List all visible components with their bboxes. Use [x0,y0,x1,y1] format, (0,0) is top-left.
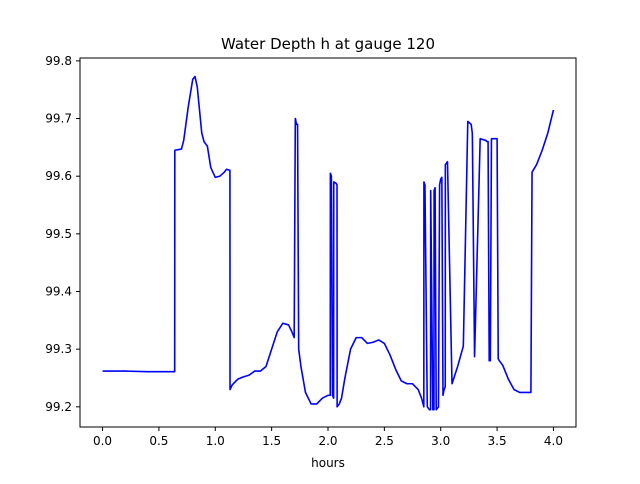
y-tick-label: 99.4 [45,285,72,299]
x-tick-label: 4.0 [544,434,563,448]
y-tick-label: 99.2 [45,400,72,414]
plot-area [102,75,555,411]
y-tick-label: 99.6 [45,169,72,183]
x-tick-label: 2.5 [375,434,394,448]
y-tick-label: 99.8 [45,54,72,68]
y-tick-label: 99.7 [45,112,72,126]
water-depth-series-line [102,75,555,411]
y-tick-label: 99.5 [45,227,72,241]
x-tick-label: 3.0 [431,434,450,448]
axis-ticks: 0.0 0.5 1.0 1.5 2.0 2.5 3.0 3.5 4.0 99.2 99.3 99.4 9… [45,54,563,448]
x-tick-label: 0.0 [93,434,112,448]
x-tick-label: 3.5 [488,434,507,448]
x-tick-label: 0.5 [149,434,168,448]
series-layer [102,75,555,411]
chart-title: Water Depth h at gauge 120 [221,35,435,53]
plot-frame [79,57,577,428]
x-tick-label: 1.0 [206,434,225,448]
y-tick-label: 99.3 [45,342,72,356]
x-tick-label: 1.5 [262,434,281,448]
x-axis-label: hours [311,456,345,470]
x-tick-label: 2.0 [318,434,337,448]
